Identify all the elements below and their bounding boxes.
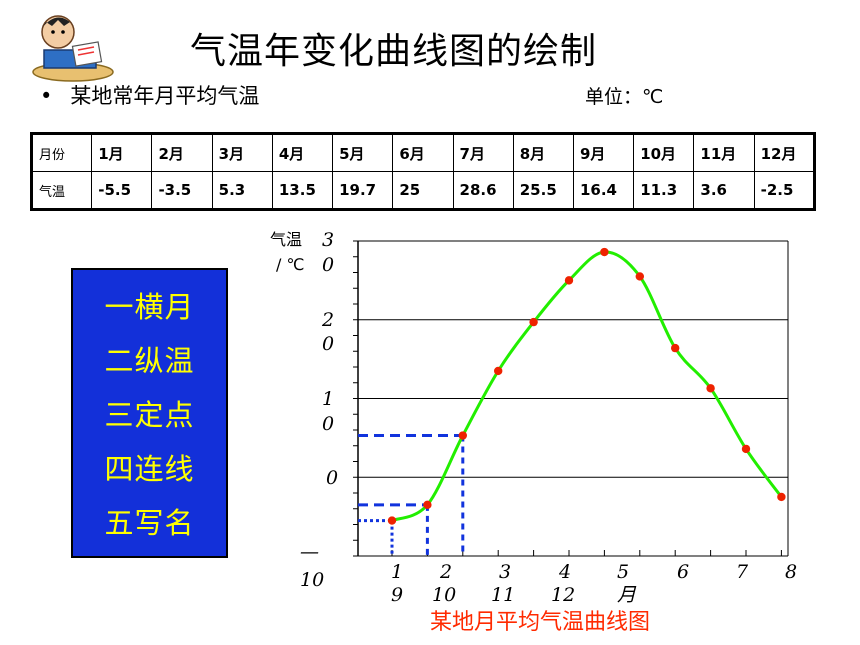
data-point <box>564 276 574 285</box>
y-tick-label: — <box>300 541 319 563</box>
table-cell-temp: 5.3 <box>211 171 273 210</box>
table-cell-temp: 3.6 <box>693 171 755 210</box>
data-point <box>706 384 715 393</box>
data-point <box>600 247 609 257</box>
y-tick-label: 1 <box>322 388 334 410</box>
table-cell-month: 4月 <box>271 133 334 172</box>
unit-label: 单位：℃ <box>585 86 664 108</box>
y-axis-title: 气温 <box>270 230 302 249</box>
data-point <box>777 492 786 502</box>
table-row-months: 月份 1月 2月 3月 4月 5月 6月 7月 8月 9月 10月 11月 12… <box>30 133 816 172</box>
table-cell-month: 5月 <box>332 133 394 172</box>
y-tick-label: 2 <box>321 309 334 331</box>
x-tick-label: 11 <box>491 584 515 606</box>
table-cell-month: 6月 <box>392 133 454 172</box>
x-tick-label: 7 <box>736 561 749 583</box>
table-cell-temp: 16.4 <box>572 171 635 210</box>
chart-curve <box>391 250 783 522</box>
bullet-text: 某地常年月平均气温 <box>70 84 260 108</box>
data-point <box>423 500 432 510</box>
y-axis-unit: / ℃ <box>276 255 304 274</box>
data-point <box>741 444 751 454</box>
x-tick-label: 12 <box>551 584 575 606</box>
data-point <box>458 431 467 440</box>
y-tick-label: 10 <box>300 569 324 591</box>
x-tick-label: 5 <box>617 561 629 583</box>
chart-points <box>387 247 786 525</box>
temperature-table: 月份 1月 2月 3月 4月 5月 6月 7月 8月 9月 10月 11月 12… <box>30 132 816 211</box>
table-cell-temp: 13.5 <box>271 171 334 210</box>
bullet-dot: • <box>40 84 53 108</box>
step-item: 二纵温 <box>104 344 195 378</box>
data-point <box>494 366 503 376</box>
chart-title: 某地月平均气温曲线图 <box>430 610 651 635</box>
x-tick-label: 3 <box>499 561 511 583</box>
table-row-label: 气温 <box>30 171 93 210</box>
table-cell-month: 9月 <box>572 133 635 172</box>
data-point <box>635 272 644 281</box>
table-cell-month: 3月 <box>211 133 273 172</box>
y-tick-label: 0 <box>322 413 334 435</box>
step-item: 一横月 <box>104 290 195 324</box>
x-tick-label: 8 <box>785 561 797 583</box>
steps-box: 一横月 二纵温 三定点 四连线 五写名 <box>71 268 228 558</box>
table-cell-month: 1月 <box>91 133 153 172</box>
table-cell-temp: 11.3 <box>633 171 695 210</box>
y-tick-label: 0 <box>326 467 338 489</box>
table-cell-temp: 25.5 <box>512 171 574 210</box>
table-cell-temp: 25 <box>392 171 454 210</box>
x-tick-label: 2 <box>439 561 452 583</box>
x-tick-label: 1 <box>391 561 403 583</box>
series-line <box>391 250 783 522</box>
table-cell-temp: 28.6 <box>452 171 514 210</box>
x-tick-label: 6 <box>677 561 689 583</box>
slide-title: 气温年变化曲线图的绘制 <box>190 31 598 72</box>
data-point <box>671 343 680 353</box>
table-cell-temp: -3.5 <box>151 171 213 210</box>
step-item: 四连线 <box>104 452 195 486</box>
student-reading-icon <box>18 10 118 89</box>
data-point <box>529 317 538 327</box>
table-row-temps: 气温 -5.5 -3.5 5.3 13.5 19.7 25 28.6 25.5 … <box>30 171 816 210</box>
data-point <box>387 516 397 525</box>
table-cell-temp: -5.5 <box>91 171 153 210</box>
table-cell-month: 10月 <box>633 133 695 172</box>
step-item: 三定点 <box>104 398 195 432</box>
table-cell-temp: 19.7 <box>332 171 394 210</box>
x-tick-label: 月 <box>617 584 637 606</box>
table-cell-month: 12月 <box>753 133 816 172</box>
step-item: 五写名 <box>104 506 195 540</box>
x-tick-label: 9 <box>391 584 403 606</box>
y-tick-label: 0 <box>322 333 334 355</box>
x-tick-label: 4 <box>558 561 571 583</box>
y-tick-label: 3 <box>322 229 334 251</box>
x-tick-label: 10 <box>432 584 456 606</box>
bullet-line: • 某地常年月平均气温 <box>40 80 259 110</box>
y-tick-label: 0 <box>322 254 334 276</box>
chart-guides <box>358 434 465 556</box>
table-cell-temp: -2.5 <box>753 171 816 210</box>
